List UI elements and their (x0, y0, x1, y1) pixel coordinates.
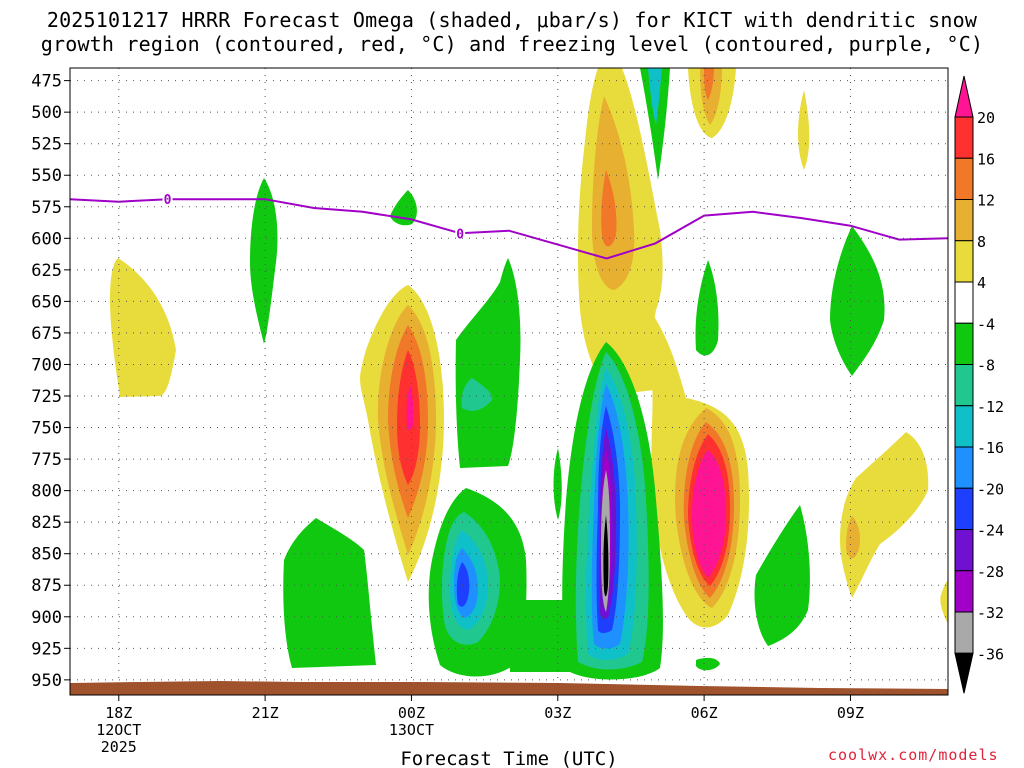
colorbar-arrow-bottom (954, 652, 974, 694)
y-tick-label: 900 (31, 608, 62, 628)
y-tick-label: 625 (31, 261, 62, 281)
x-tick-label: 00Z (398, 704, 425, 722)
colorbar-arrow-top (954, 75, 974, 118)
omega-region (110, 258, 176, 397)
colorbar-swatch (954, 487, 974, 530)
x-tick-year: 2025 (101, 738, 137, 756)
y-tick-label: 875 (31, 576, 62, 596)
colorbar-label: -4 (977, 315, 995, 333)
omega-region (592, 96, 635, 290)
omega-region (648, 68, 662, 125)
omega-region (846, 516, 860, 559)
colorbar: 20 16 12 8 4 -4 -8 -12 -16 -20 -24 -28 -32 -36 (954, 75, 1004, 694)
colorbar-label: -12 (977, 398, 1004, 416)
y-tick-label: 600 (31, 229, 62, 249)
omega-region (830, 226, 885, 376)
x-tick-label: 03Z (544, 704, 571, 722)
y-tick-label: 675 (31, 324, 62, 344)
y-tick-label: 700 (31, 355, 62, 375)
freezing-level-label: 0 (456, 227, 464, 242)
y-tick-label: 800 (31, 482, 62, 502)
colorbar-swatch (954, 611, 974, 654)
y-tick-label: 925 (31, 639, 62, 659)
colorbar-label: -16 (977, 439, 1004, 457)
x-tick-label: 06Z (691, 704, 718, 722)
x-tick-date: 13OCT (389, 721, 434, 739)
y-tick-label: 550 (31, 166, 62, 186)
omega-region (250, 178, 278, 344)
omega-region (695, 260, 719, 356)
colorbar-swatch (954, 446, 974, 489)
x-tick-label: 21Z (252, 704, 279, 722)
plot-frame (69, 67, 949, 696)
y-tick-label: 525 (31, 135, 62, 155)
colorbar-label: 20 (977, 109, 995, 127)
colorbar-swatch (954, 281, 974, 324)
colorbar-swatch (954, 364, 974, 407)
freezing-level-line (70, 198, 948, 260)
omega-region (704, 68, 714, 100)
omega-region (455, 258, 521, 468)
colorbar-swatch (954, 157, 974, 200)
colorbar-swatch (954, 570, 974, 613)
omega-shading: 00 (70, 68, 948, 695)
omega-region (840, 432, 929, 598)
omega-region (640, 68, 670, 180)
colorbar-swatch (954, 116, 974, 159)
colorbar-swatch (954, 529, 974, 572)
colorbar-label: 8 (977, 233, 986, 251)
omega-region (601, 170, 617, 247)
chart-title: 2025101217 HRRR Forecast Omega (shaded, … (0, 8, 1024, 56)
y-tick-label: 850 (31, 545, 62, 565)
omega-region (798, 90, 810, 170)
colorbar-swatch (954, 199, 974, 242)
y-tick-label: 500 (31, 103, 62, 123)
freezing-label-bg (162, 191, 173, 206)
chart-title-line-1: 2025101217 HRRR Forecast Omega (shaded, … (46, 8, 978, 32)
x-tick-label: 09Z (837, 704, 864, 722)
omega-region (940, 580, 948, 624)
colorbar-label: 12 (977, 192, 995, 210)
y-axis: 475 500 525 550 575 600 625 650 675 700 725 750 775 8… (31, 72, 70, 691)
x-tick-label: 18Z (105, 704, 132, 722)
terrain-ground (70, 681, 948, 695)
omega-region (754, 505, 810, 646)
y-tick-label: 475 (31, 72, 62, 92)
y-tick-label: 650 (31, 292, 62, 312)
colorbar-label: -24 (977, 522, 1004, 540)
freezing-label-bg (455, 225, 466, 240)
y-tick-label: 950 (31, 671, 62, 691)
omega-region (456, 562, 470, 607)
omega-region (696, 657, 720, 671)
omega-region (692, 450, 726, 578)
colorbar-swatch (954, 240, 974, 283)
colorbar-label: -36 (977, 645, 1004, 663)
colorbar-label: -28 (977, 563, 1004, 581)
colorbar-swatch (954, 405, 974, 448)
y-tick-label: 775 (31, 450, 62, 470)
y-tick-label: 575 (31, 198, 62, 218)
omega-region (553, 448, 562, 520)
colorbar-label: -8 (977, 357, 995, 375)
colorbar-swatch (954, 322, 974, 365)
chart-title-line-2: growth region (contoured, red, °C) and f… (40, 32, 984, 56)
omega-region (461, 378, 493, 411)
colorbar-label: 16 (977, 150, 995, 168)
freezing-level-label: 0 (164, 193, 172, 208)
y-tick-label: 825 (31, 513, 62, 533)
x-tick-date: 12OCT (96, 721, 141, 739)
colorbar-label: -20 (977, 480, 1004, 498)
y-tick-label: 725 (31, 387, 62, 407)
omega-region (603, 515, 609, 597)
colorbar-label: -32 (977, 604, 1004, 622)
x-axis-label: Forecast Time (UTC) (400, 748, 617, 768)
colorbar-label: 4 (977, 274, 986, 292)
y-tick-label: 750 (31, 419, 62, 439)
omega-region (283, 518, 376, 668)
credit-text: coolwx.com/models (828, 746, 999, 764)
omega-region (510, 600, 572, 672)
